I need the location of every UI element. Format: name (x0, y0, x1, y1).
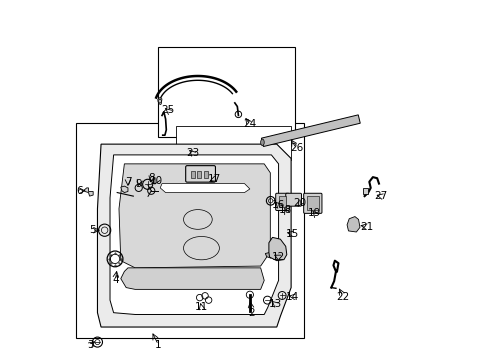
Polygon shape (84, 188, 93, 196)
Polygon shape (268, 237, 286, 261)
Text: 26: 26 (289, 143, 303, 153)
Text: 18: 18 (279, 206, 292, 216)
Text: 16: 16 (271, 200, 285, 210)
Text: 25: 25 (161, 105, 174, 115)
FancyBboxPatch shape (285, 193, 301, 206)
Text: 24: 24 (243, 120, 256, 129)
Text: 7: 7 (124, 177, 131, 187)
Text: 3: 3 (87, 340, 93, 350)
Text: 5: 5 (89, 225, 95, 235)
Polygon shape (121, 268, 264, 289)
Text: 17: 17 (207, 174, 220, 184)
Polygon shape (121, 186, 128, 193)
FancyBboxPatch shape (275, 193, 289, 211)
Polygon shape (160, 184, 249, 193)
Polygon shape (265, 252, 272, 258)
Polygon shape (158, 98, 162, 105)
FancyBboxPatch shape (303, 193, 321, 213)
Text: 21: 21 (359, 222, 372, 231)
Text: 19: 19 (307, 208, 321, 218)
Bar (76, 123, 303, 338)
Bar (203, 171, 207, 178)
Polygon shape (261, 115, 360, 147)
FancyBboxPatch shape (185, 166, 215, 182)
Text: 27: 27 (373, 191, 386, 201)
Text: 14: 14 (285, 292, 299, 302)
Bar (158, 47, 294, 137)
Bar (176, 126, 290, 160)
Polygon shape (97, 144, 290, 327)
Text: 12: 12 (271, 252, 285, 262)
Text: 6: 6 (76, 186, 82, 196)
Polygon shape (119, 164, 270, 268)
Polygon shape (110, 155, 278, 315)
Text: 2: 2 (248, 308, 254, 318)
Text: 10: 10 (150, 176, 163, 186)
Text: 20: 20 (293, 198, 306, 208)
Text: 9: 9 (135, 179, 142, 189)
Ellipse shape (260, 139, 264, 145)
Text: 23: 23 (185, 148, 199, 158)
Bar (197, 171, 201, 178)
Text: 15: 15 (285, 229, 299, 239)
Text: 4: 4 (112, 275, 119, 285)
Text: 11: 11 (194, 302, 208, 312)
Polygon shape (346, 217, 359, 232)
Bar (190, 171, 195, 178)
Bar (306, 197, 318, 210)
Bar (278, 197, 286, 207)
Bar (362, 188, 367, 194)
Text: 1: 1 (155, 340, 162, 350)
Text: 22: 22 (336, 292, 349, 302)
Text: 8: 8 (148, 173, 154, 183)
Text: 13: 13 (268, 299, 281, 309)
